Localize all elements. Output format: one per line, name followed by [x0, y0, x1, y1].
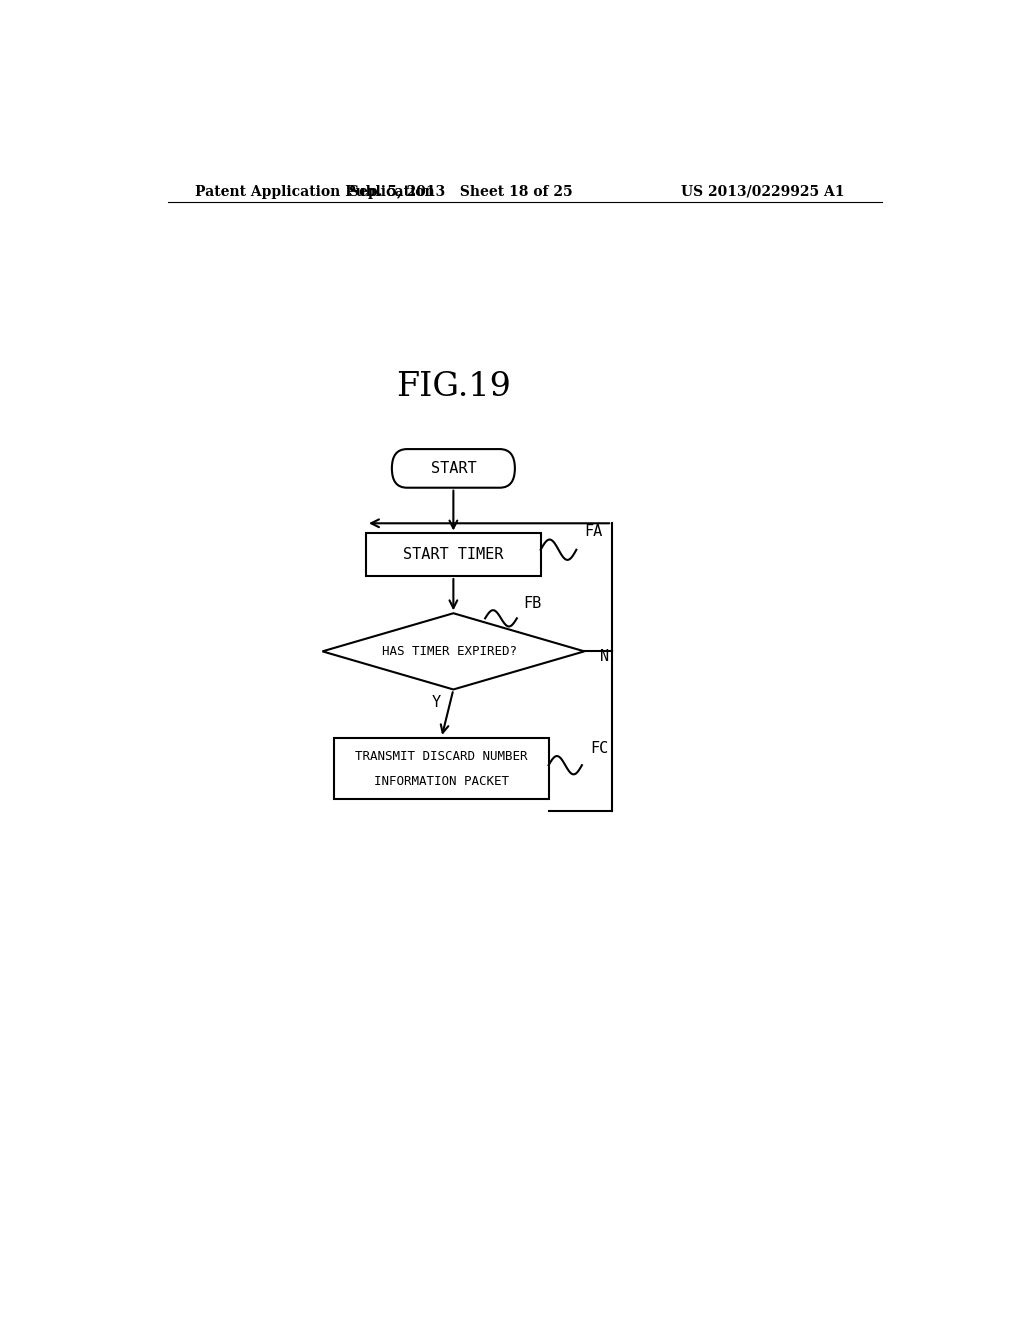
Text: FB: FB — [523, 595, 542, 611]
Text: Y: Y — [431, 696, 440, 710]
Text: FIG.19: FIG.19 — [396, 371, 511, 403]
Text: FC: FC — [590, 742, 608, 756]
Text: FA: FA — [585, 524, 602, 539]
Text: START TIMER: START TIMER — [403, 548, 504, 562]
Text: N: N — [600, 649, 609, 664]
Text: START: START — [430, 461, 476, 477]
Text: Sep. 5, 2013   Sheet 18 of 25: Sep. 5, 2013 Sheet 18 of 25 — [349, 185, 573, 199]
FancyBboxPatch shape — [392, 449, 515, 487]
Text: Patent Application Publication: Patent Application Publication — [196, 185, 435, 199]
Text: HAS TIMER EXPIRED?: HAS TIMER EXPIRED? — [382, 645, 517, 657]
Polygon shape — [323, 614, 585, 689]
Text: US 2013/0229925 A1: US 2013/0229925 A1 — [681, 185, 845, 199]
Text: TRANSMIT DISCARD NUMBER: TRANSMIT DISCARD NUMBER — [355, 750, 527, 763]
Text: INFORMATION PACKET: INFORMATION PACKET — [374, 775, 509, 788]
Bar — [334, 738, 549, 799]
Bar — [367, 533, 541, 576]
